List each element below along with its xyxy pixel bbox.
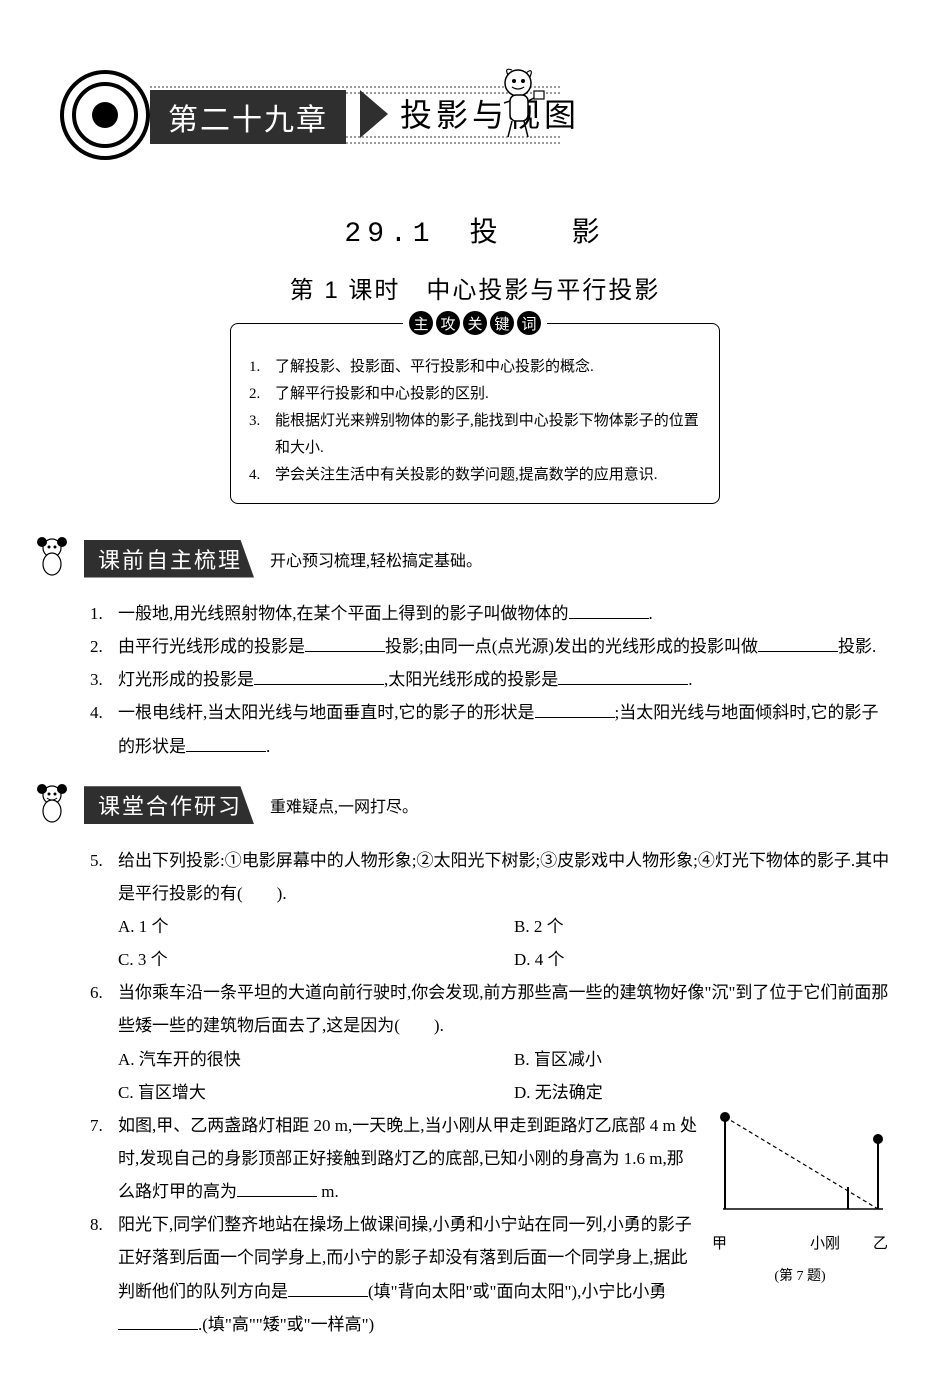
mascot-icon [490, 65, 550, 150]
option-b: B. 2 个 [514, 910, 890, 943]
option-c: C. 3 个 [118, 943, 494, 976]
question-number: 2. [90, 630, 118, 663]
option-b: B. 盲区减小 [514, 1043, 890, 1076]
question-number: 3. [90, 663, 118, 696]
kw-char: 词 [517, 311, 541, 335]
section1-subtitle: 开心预习梳理,轻松搞定基础。 [270, 547, 482, 571]
section2-subtitle: 重难疑点,一网打尽。 [270, 793, 418, 817]
subsection-title: 第 1 课时 中心投影与平行投影 [60, 270, 890, 305]
question-stem: 当你乘车沿一条平坦的大道向前行驶时,你会发现,前方那些高一些的建筑物好像"沉"到… [118, 983, 888, 1035]
question-number: 8. [90, 1208, 118, 1341]
figure-caption: (第 7 题) [710, 1263, 890, 1290]
chapter-banner: 第二十九章 投影与视图 [60, 70, 890, 160]
figure-label-mid: 小刚 [810, 1230, 840, 1259]
target-icon [60, 70, 150, 160]
option-c: C. 盲区增大 [118, 1076, 494, 1109]
question-7: 7. 如图,甲、乙两盏路灯相距 20 m,一天晚上,当小刚从甲走到距路灯乙底部 … [90, 1109, 698, 1208]
chapter-arrow-icon [360, 90, 388, 138]
option-a: A. 汽车开的很快 [118, 1043, 494, 1076]
fill-blank [305, 633, 385, 652]
option-d: D. 无法确定 [514, 1076, 890, 1109]
keywords-box: 主 攻 关 键 词 1.了解投影、投影面、平行投影和中心投影的概念. 2.了解平… [230, 323, 720, 504]
section1-label: 课前自主梳理 [84, 540, 254, 578]
figure-label-left: 甲 [712, 1230, 727, 1259]
fill-blank [558, 667, 688, 686]
fill-blank [254, 667, 384, 686]
section2-label: 课堂合作研习 [84, 786, 254, 824]
section2-content: 5. 给出下列投影:①电影屏幕中的人物形象;②太阳光下树影;③皮影戏中人物形象;… [90, 844, 890, 1341]
kw-char: 键 [490, 311, 514, 335]
question-8: 8. 阳光下,同学们整齐地站在操场上做课间操,小勇和小宁站在同一列,小勇的影子正… [90, 1208, 698, 1341]
cartoon-icon [30, 781, 74, 830]
keyword-item: 1.了解投影、投影面、平行投影和中心投影的概念. [249, 354, 701, 381]
section2-header: 课堂合作研习 重难疑点,一网打尽。 [30, 781, 890, 830]
fill-blank [118, 1311, 198, 1330]
option-a: A. 1 个 [118, 910, 494, 943]
fill-blank [535, 700, 615, 719]
question-5: 5. 给出下列投影:①电影屏幕中的人物形象;②太阳光下树影;③皮影戏中人物形象;… [90, 844, 890, 977]
fill-blank [758, 633, 838, 652]
question-6: 6. 当你乘车沿一条平坦的大道向前行驶时,你会发现,前方那些高一些的建筑物好像"… [90, 976, 890, 1109]
fill-blank [569, 600, 649, 619]
section-title: 29.1 投 影 [60, 210, 890, 250]
question-4: 4. 一根电线杆,当太阳光线与地面垂直时,它的影子的形状是;当太阳光线与地面倾斜… [90, 696, 890, 762]
figure-label-right: 乙 [873, 1230, 888, 1259]
keywords-tag: 主 攻 关 键 词 [403, 311, 547, 335]
question-3: 3. 灯光形成的投影是,太阳光线形成的投影是. [90, 663, 890, 696]
keywords-list: 1.了解投影、投影面、平行投影和中心投影的概念. 2.了解平行投影和中心投影的区… [249, 354, 701, 489]
question-number: 6. [90, 976, 118, 1109]
cartoon-icon [30, 534, 74, 583]
section1-header: 课前自主梳理 开心预习梳理,轻松搞定基础。 [30, 534, 890, 583]
keyword-item: 2.了解平行投影和中心投影的区别. [249, 381, 701, 408]
option-d: D. 4 个 [514, 943, 890, 976]
fill-blank [186, 733, 266, 752]
kw-char: 攻 [436, 311, 460, 335]
figure-q7: 甲 小刚 乙 (第 7 题) [710, 1109, 890, 1291]
question-number: 4. [90, 696, 118, 762]
question-number: 1. [90, 597, 118, 630]
question-2: 2. 由平行光线形成的投影是投影;由同一点(点光源)发出的光线形成的投影叫做投影… [90, 630, 890, 663]
fill-blank [237, 1178, 317, 1197]
question-number: 7. [90, 1109, 118, 1208]
fill-blank [288, 1278, 368, 1297]
keyword-item: 4.学会关注生活中有关投影的数学问题,提高数学的应用意识. [249, 462, 701, 489]
kw-char: 主 [409, 311, 433, 335]
question-1: 1. 一般地,用光线照射物体,在某个平面上得到的影子叫做物体的. [90, 597, 890, 630]
section1-content: 1. 一般地,用光线照射物体,在某个平面上得到的影子叫做物体的. 2. 由平行光… [90, 597, 890, 763]
chapter-number-label: 第二十九章 [150, 90, 346, 144]
question-number: 5. [90, 844, 118, 977]
kw-char: 关 [463, 311, 487, 335]
keyword-item: 3.能根据灯光来辨别物体的影子,能找到中心投影下物体影子的位置和大小. [249, 408, 701, 462]
question-stem: 给出下列投影:①电影屏幕中的人物形象;②太阳光下树影;③皮影戏中人物形象;④灯光… [118, 851, 889, 903]
